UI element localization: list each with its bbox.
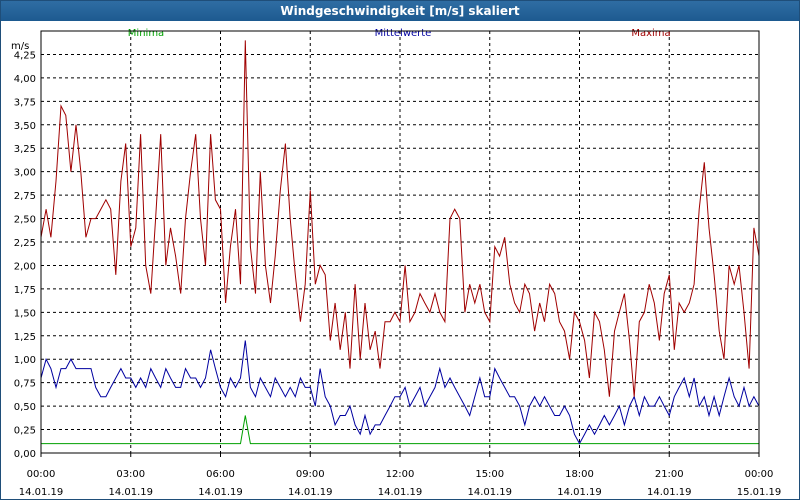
y-tick-label: 0,25 <box>14 426 36 437</box>
y-tick-label: 2,00 <box>14 261 36 272</box>
x-tick-date: 14.01.19 <box>467 487 512 498</box>
x-tick-date: 14.01.19 <box>378 487 423 498</box>
x-tick-time: 09:00 <box>296 469 325 480</box>
wind-speed-chart: m/s 0,00 0,25 0,50 0,75 1,00 1,25 1,50 1,75 2,00… <box>11 28 782 498</box>
legend-item-maxima: Maxima <box>631 28 670 39</box>
x-tick-date: 14.01.19 <box>108 487 153 498</box>
series-line-maxima <box>40 40 760 397</box>
legend-item-minima: Minima <box>128 28 164 39</box>
y-axis-label: m/s <box>11 41 29 52</box>
plot-frame <box>40 30 760 454</box>
y-tick-label: 1,75 <box>14 285 36 296</box>
x-tick-date: 14.01.19 <box>19 487 64 498</box>
x-tick-date: 15.01.19 <box>737 487 782 498</box>
grid <box>41 31 759 454</box>
x-tick-time: 18:00 <box>565 469 594 480</box>
x-tick-date: 14.01.19 <box>288 487 333 498</box>
x-tick-time: 03:00 <box>116 469 145 480</box>
y-tick-label: 1,50 <box>14 308 36 319</box>
y-tick-label: 2,25 <box>14 238 36 249</box>
y-tick-label: 3,75 <box>14 97 36 108</box>
y-tick-label: 0,75 <box>14 379 36 390</box>
y-tick-label: 3,00 <box>14 168 36 179</box>
y-tick-label: 2,50 <box>14 215 36 226</box>
x-tick-time: 06:00 <box>206 469 235 480</box>
legend-item-mittelwerte: Mittelwerte <box>375 28 432 39</box>
y-tick-label: 1,00 <box>14 355 36 366</box>
y-tick-label: 4,25 <box>14 50 36 61</box>
series-line-mittelwerte <box>40 340 760 445</box>
y-tick-label: 1,25 <box>14 332 36 343</box>
x-tick-time: 15:00 <box>475 469 504 480</box>
y-tick-label: 4,00 <box>14 74 36 85</box>
x-tick-date: 14.01.19 <box>198 487 243 498</box>
y-axis-ticks: 0,00 0,25 0,50 0,75 1,00 1,25 1,50 1,75 2,00 2,25… <box>14 50 36 460</box>
x-tick-time: 21:00 <box>655 469 684 480</box>
x-tick-date: 14.01.19 <box>557 487 602 498</box>
series-lines <box>40 40 760 445</box>
y-tick-label: 3,25 <box>14 144 36 155</box>
x-tick-time: 00:00 <box>745 469 774 480</box>
x-tick-time: 00:00 <box>27 469 56 480</box>
y-tick-label: 0,50 <box>14 402 36 413</box>
x-tick-time: 12:00 <box>386 469 415 480</box>
legend: Minima Mittelwerte Maxima <box>128 28 671 39</box>
series-line-minima <box>41 415 759 445</box>
x-tick-date: 14.01.19 <box>647 487 692 498</box>
window-title: Windgeschwindigkeit [m/s] skaliert <box>1 1 799 21</box>
y-tick-label: 2,75 <box>14 191 36 202</box>
x-axis-ticks: 00:00 14.01.19 03:00 14.01.19 06:00 14.01.19 0… <box>19 453 782 498</box>
y-tick-label: 0,00 <box>14 449 36 460</box>
y-tick-label: 3,50 <box>14 121 36 132</box>
